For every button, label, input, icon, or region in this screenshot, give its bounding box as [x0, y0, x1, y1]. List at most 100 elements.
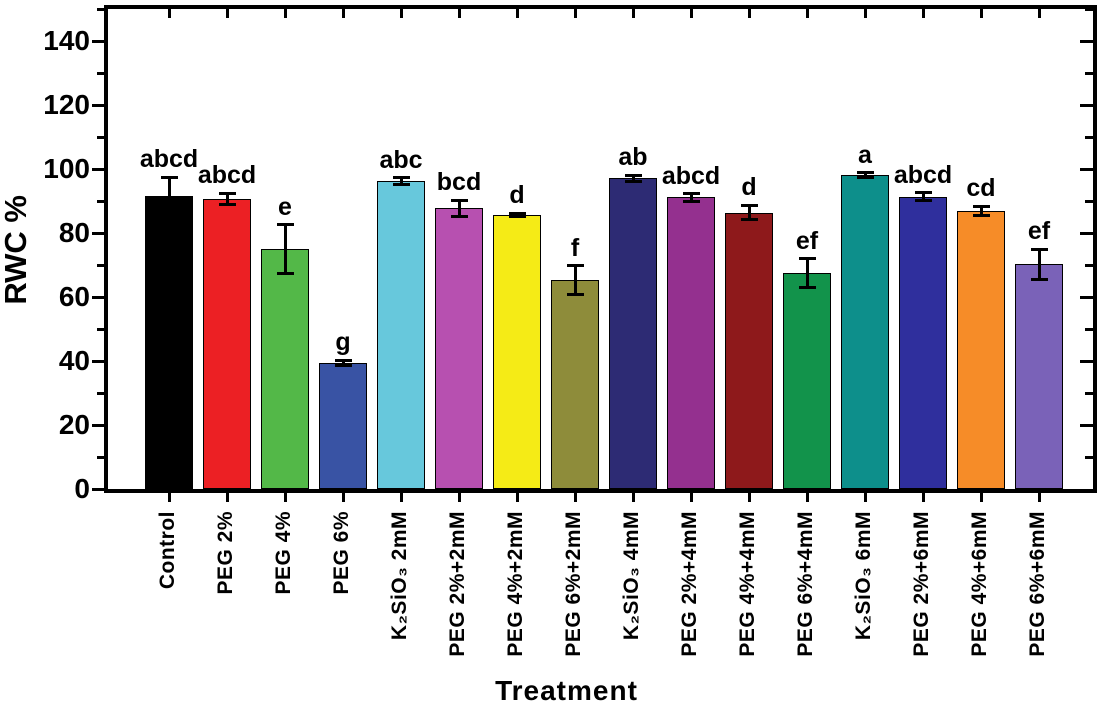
- error-bar-cap-top: [740, 203, 758, 207]
- x-tick-label: PEG 2%: [214, 511, 237, 595]
- y-axis-minor-tick-right: [1085, 135, 1093, 139]
- error-bar-cap-top: [276, 223, 294, 227]
- x-axis-tick: [167, 493, 171, 502]
- y-axis-minor-tick-right: [1085, 199, 1093, 203]
- error-bar-line: [805, 258, 809, 288]
- y-axis-minor-tick: [97, 135, 104, 139]
- bar: [261, 249, 309, 489]
- error-bar-cap-bottom: [392, 182, 410, 186]
- y-axis-minor-tick-right: [1085, 263, 1093, 267]
- top-axis-tick: [1037, 9, 1041, 18]
- bar: [609, 178, 657, 489]
- significance-letter: abcd: [661, 161, 721, 190]
- error-bar-cap-bottom: [856, 176, 874, 180]
- y-tick-label: 100: [43, 153, 90, 184]
- error-bar-line: [689, 193, 693, 202]
- error-bar-line: [863, 172, 867, 178]
- x-axis-tick: [747, 493, 751, 502]
- significance-letter: g: [335, 328, 351, 357]
- top-axis-tick: [863, 9, 867, 18]
- y-axis-minor-tick-right: [1085, 327, 1093, 331]
- error-bar-cap-bottom: [276, 271, 294, 275]
- error-bar-line: [341, 360, 345, 366]
- significance-letter: abcd: [197, 161, 257, 189]
- y-tick-label: 0: [74, 473, 90, 504]
- bar: [493, 215, 541, 489]
- bar: [377, 180, 425, 489]
- error-bar-cap-top: [624, 173, 642, 177]
- top-axis-tick: [921, 9, 925, 18]
- y-axis-minor-tick-right: [1085, 391, 1093, 395]
- y-axis-major-tick-right: [1080, 39, 1093, 43]
- x-tick-label: K₂SiO₃ 6mM: [852, 511, 875, 641]
- error-bar-cap-bottom: [914, 198, 932, 202]
- error-bar-cap-top: [1030, 247, 1048, 251]
- x-axis-tick: [515, 493, 519, 502]
- x-axis-tick: [689, 493, 693, 502]
- x-axis-tick: [341, 493, 345, 502]
- bar: [203, 198, 251, 489]
- significance-letter: abcd: [139, 145, 199, 173]
- error-bar-cap-top: [160, 175, 178, 179]
- significance-letter: d: [509, 181, 525, 210]
- bar: [435, 208, 483, 489]
- error-bar-line: [457, 200, 461, 217]
- error-bar-cap-top: [856, 171, 874, 175]
- x-tick-label: PEG 6%+6mM: [1026, 511, 1049, 657]
- y-axis-minor-tick: [97, 391, 104, 395]
- y-tick-label: 120: [43, 89, 90, 120]
- error-bar-cap-bottom: [972, 213, 990, 217]
- top-axis-tick: [225, 9, 229, 18]
- error-bar-cap-top: [334, 358, 352, 362]
- top-axis-tick: [979, 9, 983, 18]
- significance-letter: ab: [618, 143, 648, 172]
- error-bar-line: [167, 177, 171, 216]
- error-bar-cap-top: [218, 191, 236, 195]
- top-axis-tick: [283, 9, 287, 18]
- x-tick-label: Control: [156, 511, 179, 590]
- error-bar-cap-top: [450, 198, 468, 202]
- x-tick-label: PEG 6%: [330, 511, 353, 595]
- x-tick-label: K₂SiO₃ 4mM: [620, 511, 643, 641]
- error-bar-cap-top: [682, 192, 700, 196]
- y-axis-major-tick: [92, 295, 104, 299]
- significance-letter: d: [741, 173, 757, 202]
- error-bar-cap-top: [914, 191, 932, 195]
- error-bar-cap-bottom: [1030, 277, 1048, 281]
- x-tick-label: PEG 6%+2mM: [562, 511, 585, 657]
- x-tick-label: PEG 6%+4mM: [794, 511, 817, 657]
- error-bar-line: [747, 205, 751, 220]
- y-tick-label: 80: [58, 217, 90, 248]
- error-bar-cap-bottom: [740, 218, 758, 222]
- error-bar-cap-bottom: [508, 215, 526, 219]
- error-bar-line: [225, 193, 229, 205]
- error-bar-cap-bottom: [682, 199, 700, 203]
- top-axis-tick: [515, 9, 519, 18]
- error-bar-cap-bottom: [218, 203, 236, 207]
- y-axis-major-tick-right: [1080, 167, 1093, 171]
- error-bar-cap-top: [972, 204, 990, 208]
- y-tick-label: 40: [58, 345, 90, 376]
- significance-letter: ef: [795, 226, 819, 255]
- error-bar-cap-bottom: [624, 179, 642, 183]
- bar: [319, 362, 367, 489]
- top-axis-tick: [167, 9, 171, 18]
- significance-letter: abcd: [893, 160, 953, 189]
- x-tick-label: PEG 2%+2mM: [446, 511, 469, 657]
- x-axis-title: Treatment: [495, 675, 638, 706]
- y-axis-major-tick-right: [1080, 295, 1093, 299]
- bar: [667, 197, 715, 489]
- error-bar-line: [1037, 249, 1041, 280]
- top-axis-tick: [399, 9, 403, 18]
- y-axis-major-tick-right: [1080, 359, 1093, 363]
- bar: [1015, 264, 1063, 489]
- y-axis-major-tick-right: [1080, 423, 1093, 427]
- y-axis-major-tick: [92, 359, 104, 363]
- top-axis-tick: [573, 9, 577, 18]
- y-axis-major-tick-right: [1080, 231, 1093, 235]
- significance-letter: f: [570, 233, 580, 262]
- significance-letter: e: [278, 192, 292, 221]
- bar: [725, 212, 773, 489]
- bar: [841, 175, 889, 489]
